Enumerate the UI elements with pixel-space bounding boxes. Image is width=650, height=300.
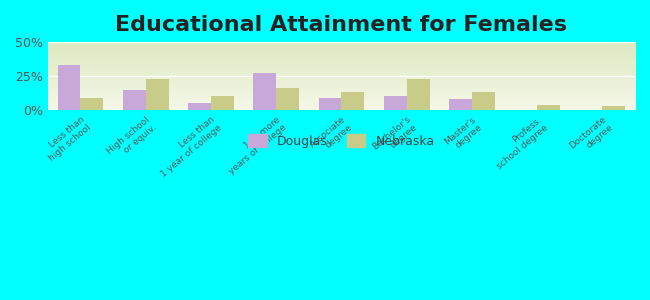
Bar: [146, 79, 168, 110]
Bar: [384, 96, 407, 110]
Legend: Douglas, Nebraska: Douglas, Nebraska: [243, 129, 439, 152]
Bar: [123, 90, 146, 110]
Bar: [341, 92, 364, 110]
Bar: [318, 98, 341, 110]
Title: Educational Attainment for Females: Educational Attainment for Females: [116, 15, 567, 35]
Bar: [211, 96, 234, 110]
Bar: [603, 106, 625, 110]
Bar: [58, 65, 81, 110]
Bar: [188, 103, 211, 110]
Bar: [449, 99, 472, 110]
Bar: [276, 88, 299, 110]
Bar: [81, 98, 103, 110]
Bar: [472, 92, 495, 110]
Bar: [407, 79, 430, 110]
Bar: [254, 73, 276, 110]
Bar: [537, 104, 560, 110]
